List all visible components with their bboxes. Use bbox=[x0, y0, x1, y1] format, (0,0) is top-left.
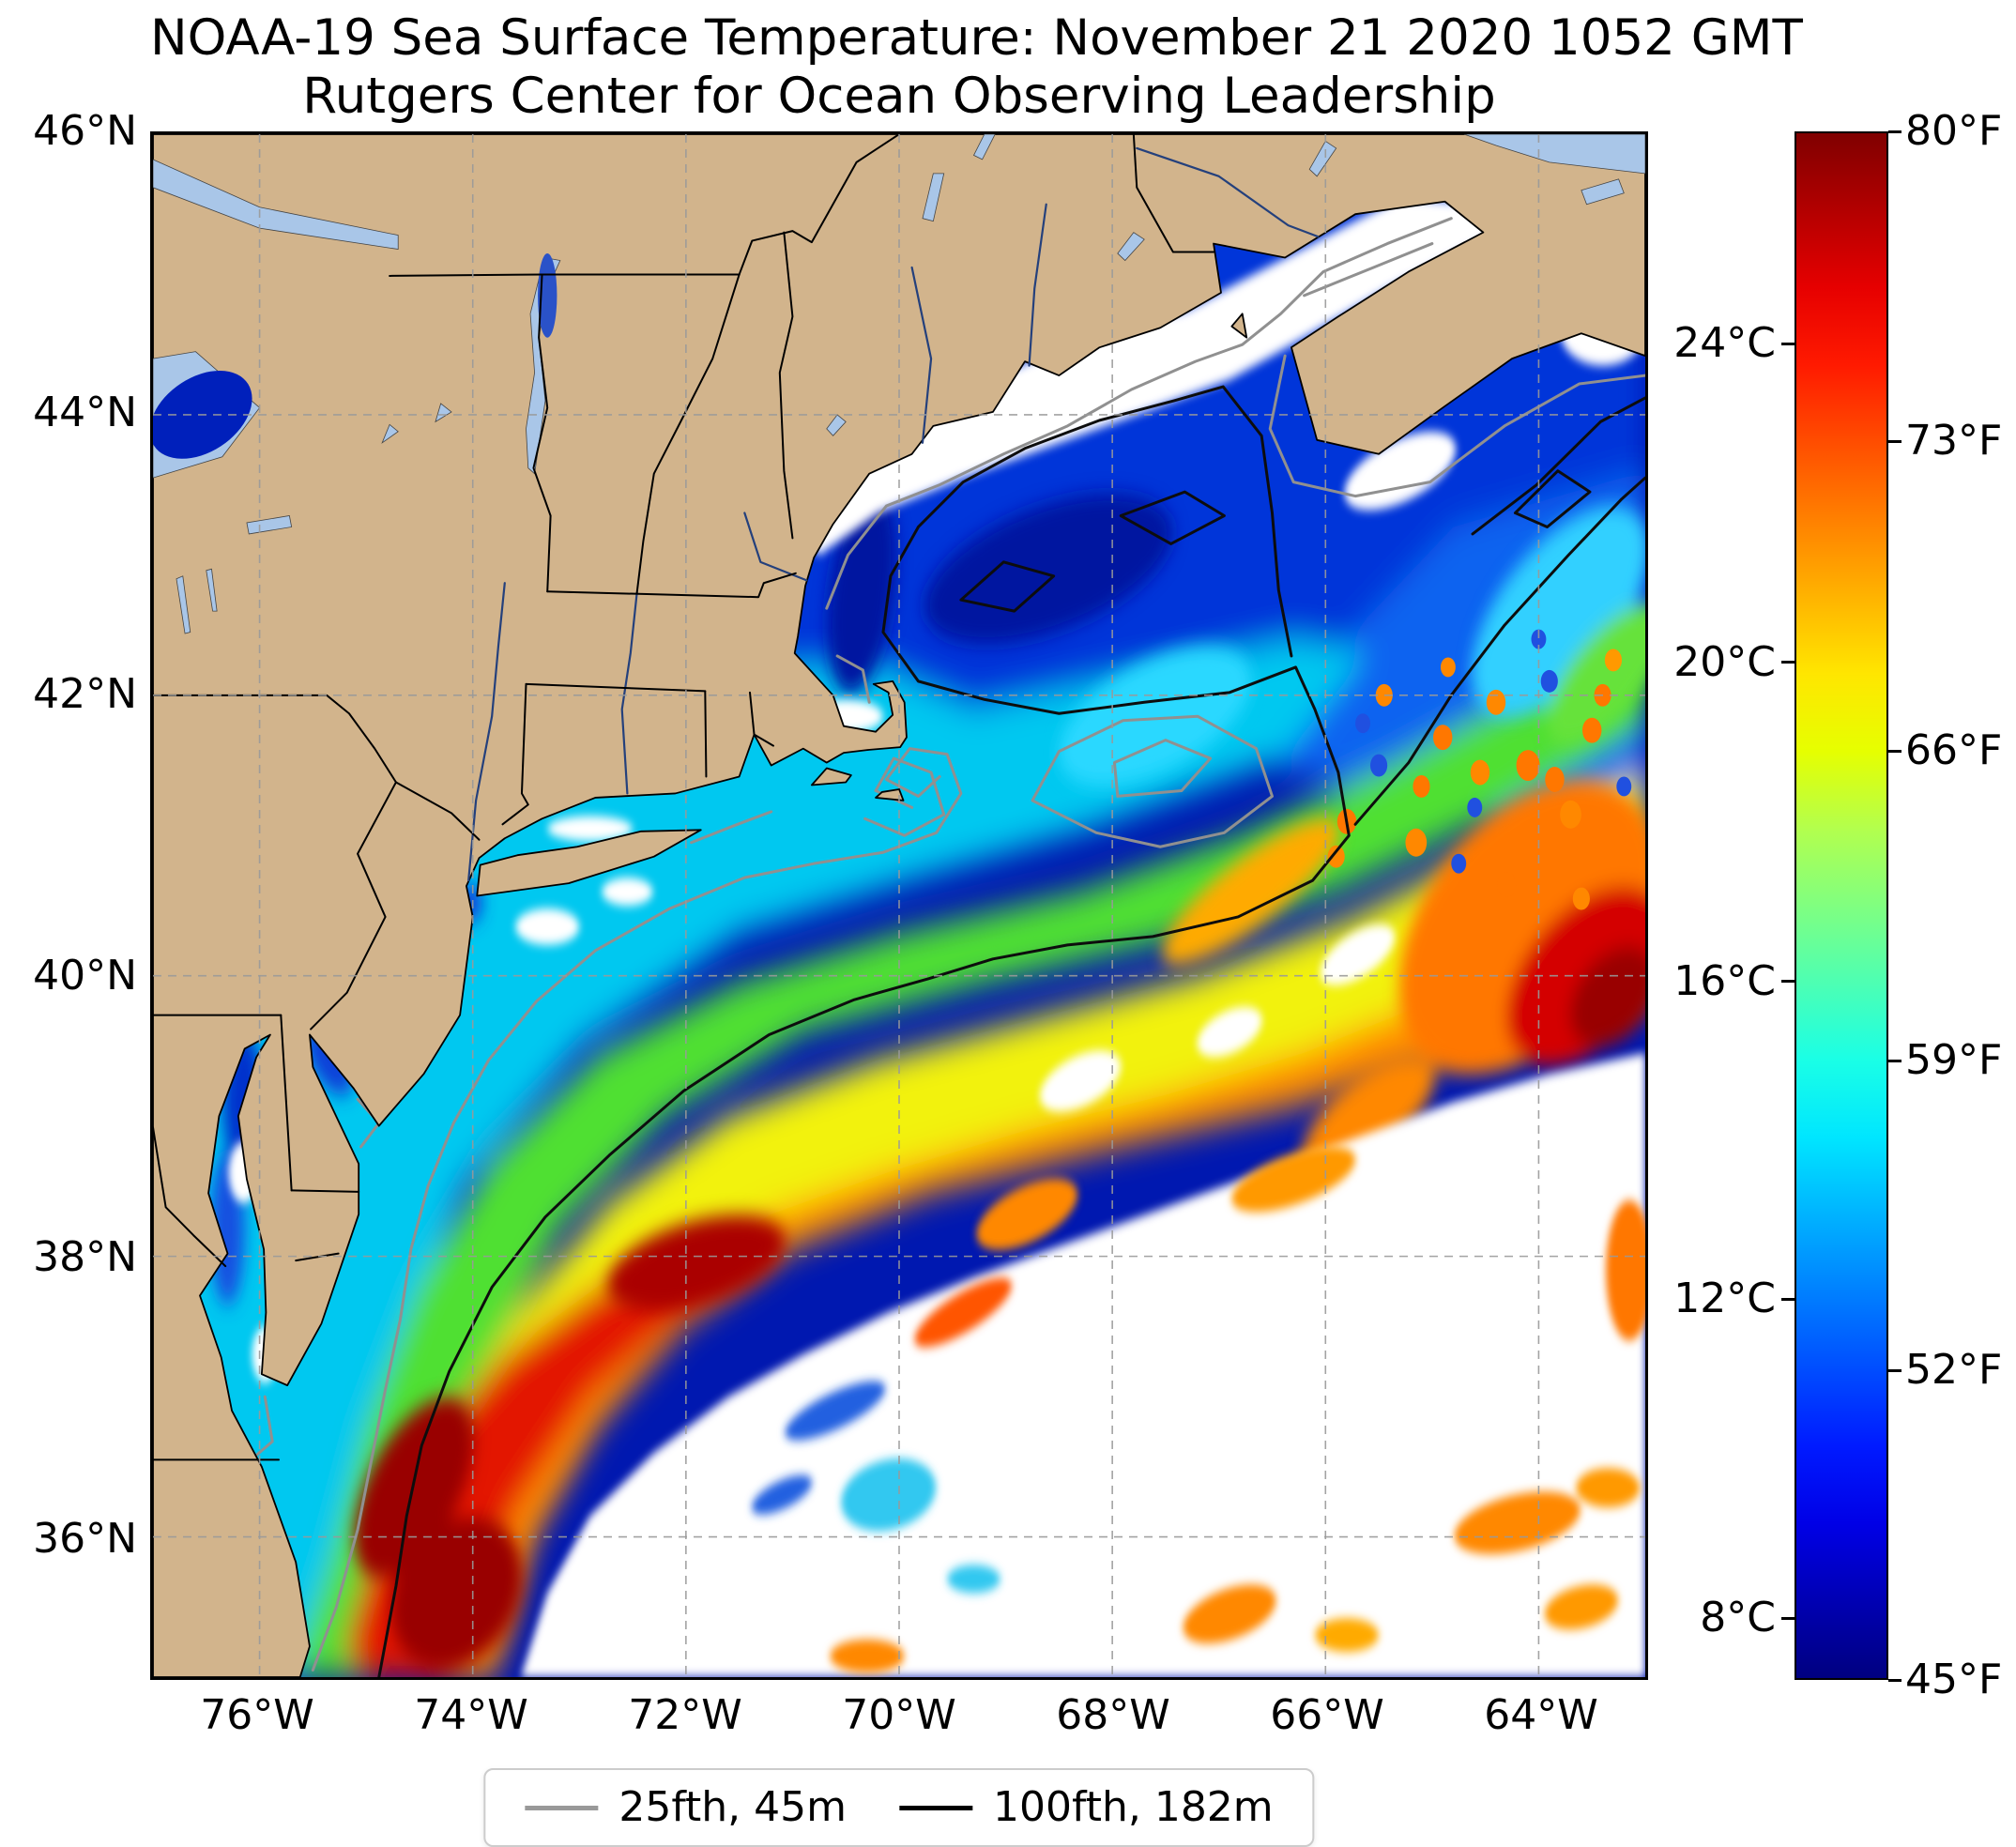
colorbar-celsius-label: 12°C bbox=[1673, 1275, 1776, 1323]
colorbar-tick-mark bbox=[1781, 980, 1795, 984]
colorbar-tick-mark bbox=[1781, 1297, 1795, 1301]
colorbar-tick-mark bbox=[1888, 1368, 1901, 1372]
figure-title: NOAA-19 Sea Surface Temperature: Novembe… bbox=[150, 9, 1803, 67]
legend-item-182m: 100fth, 182m bbox=[899, 1783, 1274, 1832]
lat-tick-label: 36°N bbox=[33, 1515, 137, 1563]
colorbar-tick-mark bbox=[1888, 1678, 1901, 1682]
colorbar-fahrenheit-label: 80°F bbox=[1905, 107, 2003, 155]
map-plot-area bbox=[150, 131, 1648, 1680]
lat-tick-label: 40°N bbox=[33, 952, 137, 1000]
colorbar-tick-mark bbox=[1888, 130, 1901, 133]
colorbar-tick-mark bbox=[1888, 749, 1901, 753]
legend-item-45m: 25fth, 45m bbox=[525, 1783, 847, 1832]
colorbar-fahrenheit-label: 66°F bbox=[1905, 726, 2003, 774]
colorbar-tick-mark bbox=[1888, 439, 1901, 443]
figure-subtitle: Rutgers Center for Ocean Observing Leade… bbox=[302, 68, 1496, 125]
temperature-colorbar bbox=[1795, 131, 1888, 1680]
lat-tick-label: 38°N bbox=[33, 1233, 137, 1281]
colorbar-fahrenheit-label: 73°F bbox=[1905, 417, 2003, 465]
colorbar-tick-mark bbox=[1888, 1059, 1901, 1062]
colorbar-fahrenheit-label: 59°F bbox=[1905, 1036, 2003, 1084]
colorbar-fahrenheit-label: 45°F bbox=[1905, 1656, 2003, 1703]
lon-tick-label: 66°W bbox=[1270, 1691, 1384, 1739]
lat-tick-label: 46°N bbox=[33, 107, 137, 155]
lon-tick-label: 64°W bbox=[1484, 1691, 1598, 1739]
lon-tick-label: 76°W bbox=[200, 1691, 314, 1739]
legend-label-45m: 25fth, 45m bbox=[619, 1783, 848, 1831]
lon-tick-label: 74°W bbox=[414, 1691, 528, 1739]
colorbar-fahrenheit-label: 52°F bbox=[1905, 1346, 2003, 1394]
lon-tick-label: 72°W bbox=[628, 1691, 742, 1739]
colorbar-tick-mark bbox=[1781, 661, 1795, 664]
lon-tick-label: 70°W bbox=[842, 1691, 956, 1739]
colorbar-tick-mark bbox=[1781, 1616, 1795, 1620]
lat-tick-label: 44°N bbox=[33, 389, 137, 436]
colorbar-tick-mark bbox=[1781, 342, 1795, 345]
legend-line-45m-icon bbox=[525, 1805, 599, 1810]
legend-label-182m: 100fth, 182m bbox=[993, 1783, 1274, 1831]
colorbar-celsius-label: 8°C bbox=[1700, 1594, 1776, 1641]
colorbar-celsius-label: 20°C bbox=[1673, 637, 1776, 686]
legend: 25fth, 45m 100fth, 182m bbox=[483, 1768, 1315, 1847]
colorbar-celsius-label: 16°C bbox=[1673, 956, 1776, 1005]
lon-tick-label: 68°W bbox=[1056, 1691, 1170, 1739]
sst-map-canvas bbox=[153, 134, 1645, 1677]
lat-tick-label: 42°N bbox=[33, 670, 137, 718]
legend-line-182m-icon bbox=[899, 1805, 973, 1810]
colorbar-celsius-label: 24°C bbox=[1673, 319, 1776, 368]
